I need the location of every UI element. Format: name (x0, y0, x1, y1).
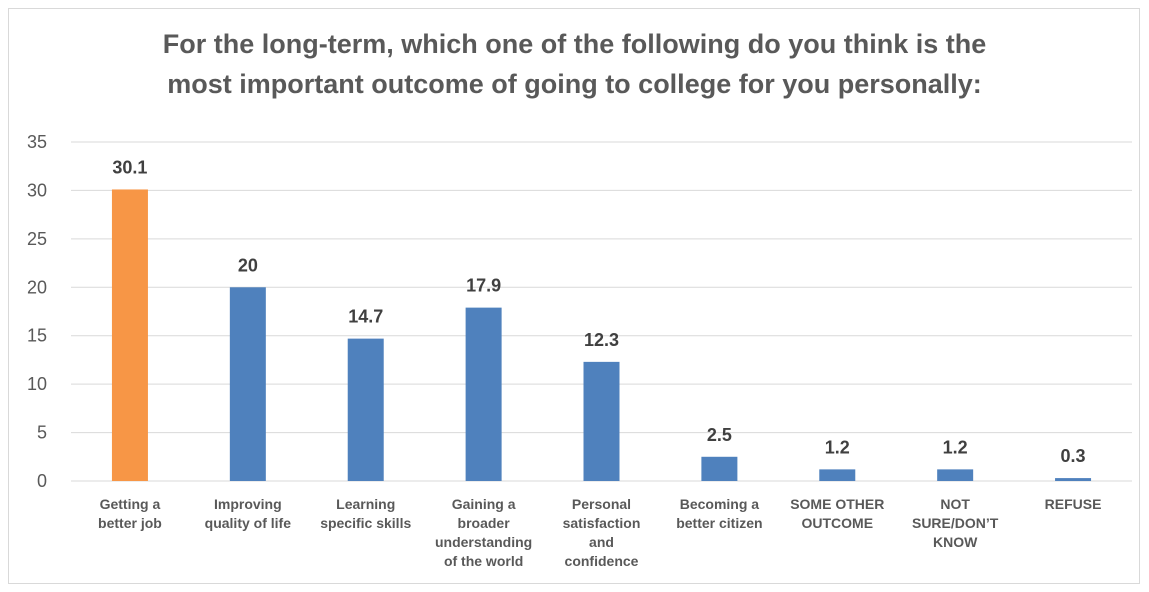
x-tick-label: specific skills (320, 515, 411, 531)
x-tick-label: SOME OTHER (790, 496, 884, 512)
chart-title: For the long-term, which one of the foll… (0, 24, 1149, 104)
x-tick-label: and (589, 534, 614, 550)
data-label: 14.7 (348, 307, 383, 327)
y-tick-label: 0 (37, 471, 47, 491)
data-label: 30.1 (112, 157, 147, 177)
bar (1055, 478, 1092, 481)
x-tick-label: understanding (435, 534, 532, 550)
data-label: 1.2 (943, 437, 968, 457)
chart-title-line-1: For the long-term, which one of the foll… (162, 29, 987, 59)
data-label: 12.3 (584, 330, 619, 350)
x-tick-label: Improving (214, 496, 282, 512)
bar (701, 456, 738, 481)
data-label: 2.5 (707, 425, 732, 445)
x-tick-label: Getting a (100, 496, 161, 512)
chart-title-line-2: most important outcome of going to colle… (167, 69, 982, 99)
y-tick-label: 25 (27, 229, 47, 249)
x-tick-label: Becoming a (680, 496, 760, 512)
x-tick-label: quality of life (205, 515, 292, 531)
chart-frame (8, 8, 1140, 584)
y-axis: 0 5 10 15 20 25 30 35 (27, 132, 47, 491)
y-tick-label: 10 (27, 374, 47, 394)
y-tick-label: 30 (27, 180, 47, 200)
x-tick-label: better citizen (676, 515, 762, 531)
x-tick-label: SURE/DON’T (912, 515, 999, 531)
y-tick-label: 35 (27, 132, 47, 152)
bar (347, 338, 384, 481)
data-label: 20 (238, 255, 258, 275)
bar (111, 189, 148, 481)
x-tick-label: KNOW (933, 534, 978, 550)
bar (229, 287, 266, 481)
x-tick-label: REFUSE (1045, 496, 1102, 512)
x-tick-label: better job (98, 515, 162, 531)
x-tick-label: Personal (572, 496, 631, 512)
x-tick-label: OUTCOME (801, 515, 873, 531)
bar (819, 469, 856, 481)
bar (937, 469, 974, 481)
x-tick-label: broader (458, 515, 511, 531)
bar (465, 307, 502, 481)
data-label: 0.3 (1061, 446, 1086, 466)
data-labels: 30.1 20 14.7 17.9 12.3 2.5 1.2 1.2 0.3 (112, 157, 1085, 466)
y-tick-label: 20 (27, 277, 47, 297)
x-axis-labels: Getting a better job Improving quality of l… (98, 496, 1101, 569)
x-tick-label: of the world (444, 553, 523, 569)
data-label: 17.9 (466, 276, 501, 296)
y-tick-label: 15 (27, 326, 47, 346)
x-tick-label: Gaining a (452, 496, 516, 512)
y-tick-label: 5 (37, 423, 47, 443)
bars (111, 189, 1092, 481)
bar (583, 361, 620, 481)
data-label: 1.2 (825, 437, 850, 457)
x-tick-label: satisfaction (563, 515, 641, 531)
x-tick-label: confidence (565, 553, 639, 569)
x-tick-label: NOT (940, 496, 970, 512)
x-tick-label: Learning (336, 496, 395, 512)
